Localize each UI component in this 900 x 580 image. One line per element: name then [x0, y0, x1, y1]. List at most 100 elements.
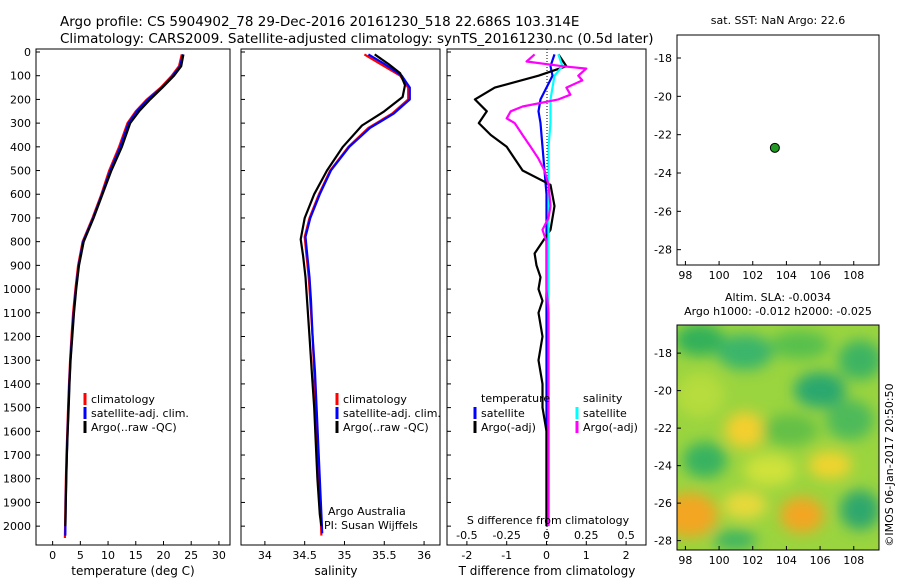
credit-line1: Argo Australia: [328, 505, 406, 518]
depth-tick-label: 2000: [3, 520, 31, 533]
map-y-tick-label: -20: [654, 90, 672, 103]
depth-axis: 0 100 200 300 400 500 600 700 800 900 1000 1100 1200…: [3, 46, 40, 533]
legend-climatology: climatology: [343, 393, 407, 406]
map-y-tick-label: -24: [654, 167, 672, 180]
argo-position-marker: [769, 142, 780, 153]
x-tick-label: 20: [156, 549, 170, 562]
sla-map-field: [677, 325, 879, 550]
x-tick-label: 10: [101, 549, 115, 562]
legend-argo: Argo(..raw -QC): [343, 421, 429, 434]
legend-satellite: satellite-adj. clim.: [343, 407, 441, 420]
secondary-x-tick-label: 0: [543, 529, 550, 542]
depth-tick-label: 1300: [3, 354, 31, 367]
series-line: [303, 53, 410, 536]
series-line: [547, 54, 564, 527]
x-tick-label: 34.5: [292, 549, 317, 562]
depth-tick-label: 0: [24, 46, 31, 59]
x-tick-label: 1: [583, 549, 590, 562]
temperature-panel: 0100200300400500600700800900100011001200…: [3, 46, 231, 578]
x-tick-label: 25: [184, 549, 198, 562]
salinity-axes: [240, 48, 441, 546]
sla-map-ticks: 98 100 102 104 106 108 -18 -20 -22 -24 -26 -28: [654, 347, 864, 567]
salinity-series: [299, 53, 411, 536]
temperature-axes: [35, 48, 231, 546]
temperature-difference-label: T difference from climatology: [458, 564, 636, 578]
legend-satellite-sal: satellite: [583, 407, 627, 420]
legend-satellite-temp: satellite: [481, 407, 525, 420]
series-line: [63, 54, 183, 539]
legend-salinity-title: salinity: [583, 392, 623, 405]
sla-map: Altim. SLA: -0.0034 Argo h1000: -0.012 h…: [654, 291, 880, 567]
legend-argo-temp: Argo(-adj): [481, 421, 536, 434]
map-y-tick-label: -22: [654, 129, 672, 142]
sst-map: sat. SST: NaN Argo: 22.6 98 100 102 104 106 1…: [654, 14, 880, 282]
x-tick-label: 0: [49, 549, 56, 562]
sst-map-ticks: 98 100 102 104 106 108 -18 -20 -22 -24 -26 -28: [654, 52, 864, 282]
map-x-tick-label: 98: [678, 554, 692, 567]
depth-tick-label: 100: [10, 70, 31, 83]
temperature-legend: climatology satellite-adj. clim. Argo(..…: [83, 393, 189, 434]
salinity-legend: climatology satellite-adj. clim. Argo(..…: [335, 393, 441, 434]
difference-series: [473, 53, 588, 527]
map-y-tick-label: -26: [654, 205, 672, 218]
depth-tick-label: 200: [10, 93, 31, 106]
map-x-tick-label: 108: [843, 554, 864, 567]
map-x-tick-label: 100: [709, 269, 730, 282]
legend-temperature-title: temperature: [481, 392, 550, 405]
sla-map-title-line1: Altim. SLA: -0.0034: [725, 291, 831, 304]
series-line: [304, 53, 411, 534]
temperature-x-label: temperature (deg C): [71, 564, 194, 578]
depth-tick-label: 1500: [3, 402, 31, 415]
timestamp: ©IMOS 06-Jan-2017 20:50:50: [883, 383, 896, 546]
depth-tick-label: 1700: [3, 449, 31, 462]
map-y-tick-label: -22: [654, 422, 672, 435]
map-x-tick-label: 104: [776, 269, 797, 282]
depth-tick-label: 1200: [3, 330, 31, 343]
series-line: [505, 53, 588, 527]
series-line: [473, 53, 568, 527]
x-tick-label: -1: [501, 549, 512, 562]
secondary-x-tick-label: 0.5: [617, 529, 635, 542]
depth-tick-label: 1100: [3, 307, 31, 320]
map-y-tick-label: -28: [654, 244, 672, 257]
map-y-tick-label: -18: [654, 347, 672, 360]
salinity-x-label: salinity: [314, 564, 357, 578]
series-line: [64, 54, 185, 527]
legend-argo-sal: Argo(-adj): [583, 421, 638, 434]
legend-satellite: satellite-adj. clim.: [91, 407, 189, 420]
map-x-tick-label: 102: [742, 554, 763, 567]
series-line: [299, 53, 407, 527]
map-y-tick-label: -28: [654, 535, 672, 548]
difference-legend: temperature salinity satellite satellite…: [473, 392, 638, 434]
salinity-difference-label: S difference from climatology: [467, 514, 630, 527]
secondary-x-tick-label: -0.25: [492, 529, 520, 542]
x-tick-label: 15: [129, 549, 143, 562]
x-tick-label: 35.5: [372, 549, 397, 562]
temperature-series: [63, 54, 185, 539]
depth-tick-label: 500: [10, 165, 31, 178]
map-x-tick-label: 100: [709, 554, 730, 567]
map-y-tick-label: -18: [654, 52, 672, 65]
depth-tick-label: 900: [10, 259, 31, 272]
map-x-tick-label: 106: [810, 554, 831, 567]
depth-tick-label: 700: [10, 212, 31, 225]
map-x-tick-label: 98: [678, 269, 692, 282]
difference-panel: -2 -1 0 1 2 temperature salinity satellite s…: [446, 48, 647, 578]
x-tick-label: 2: [623, 549, 630, 562]
depth-tick-label: 600: [10, 188, 31, 201]
figure-title-line1: Argo profile: CS 5904902_78 29-Dec-2016 …: [60, 14, 579, 30]
temperature-x-axis: 0 5 10 15 20 25 30: [49, 541, 226, 562]
secondary-x-tick-label: -0.5: [456, 529, 477, 542]
sst-map-title: sat. SST: NaN Argo: 22.6: [711, 14, 845, 27]
salinity-difference-ticks: -0.5 -0.25 0 0.25 0.5: [456, 529, 635, 542]
secondary-x-tick-label: 0.25: [574, 529, 599, 542]
x-tick-label: 36: [417, 549, 431, 562]
depth-tick-label: 800: [10, 236, 31, 249]
map-x-tick-label: 104: [776, 554, 797, 567]
depth-tick-label: 1000: [3, 283, 31, 296]
sst-map-points: [769, 142, 780, 153]
x-tick-label: 0: [543, 549, 550, 562]
depth-tick-label: 400: [10, 141, 31, 154]
legend-climatology: climatology: [91, 393, 155, 406]
depth-tick-label: 1600: [3, 425, 31, 438]
